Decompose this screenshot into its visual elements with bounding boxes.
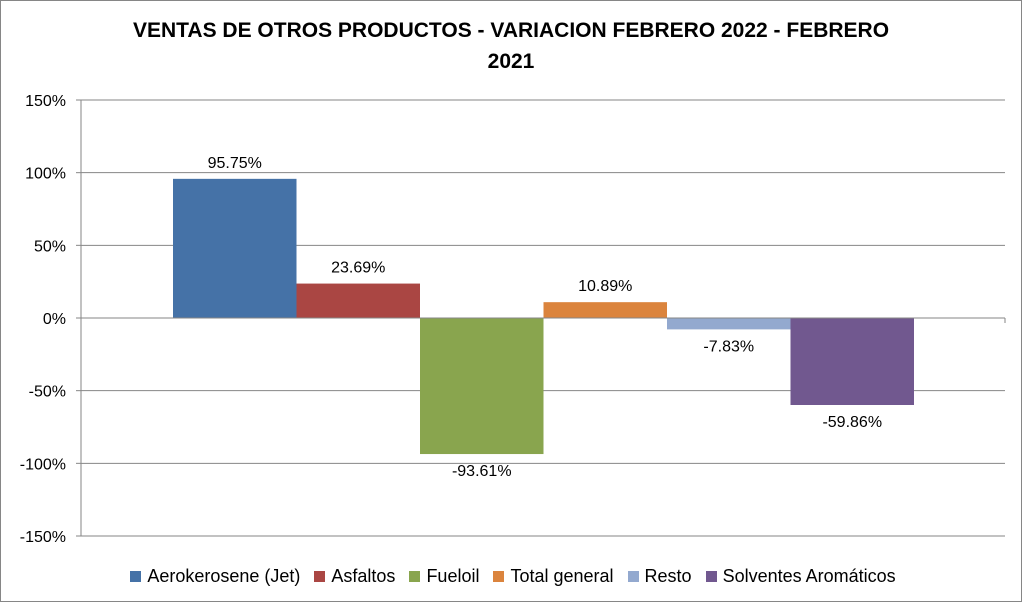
data-label-3: -93.61% xyxy=(452,463,512,480)
data-label-6: -59.86% xyxy=(822,414,882,431)
data-label-2: 23.69% xyxy=(331,260,385,277)
legend: Aerokerosene (Jet) Asfaltos Fueloil Total g… xyxy=(1,563,1024,589)
data-label-4: 10.89% xyxy=(578,278,632,295)
data-label-5: -7.83% xyxy=(703,338,754,355)
chart-title: VENTAS DE OTROS PRODUCTOS - VARIACION FE… xyxy=(132,19,890,73)
legend-item-3: Fueloil xyxy=(409,566,479,587)
legend-swatch xyxy=(409,570,421,582)
legend-label: Total general xyxy=(510,565,614,586)
y-tick-label: 50% xyxy=(34,238,66,255)
legend-item-2: Asfaltos xyxy=(314,566,395,587)
y-tick-label: 150% xyxy=(25,93,66,110)
legend-label: Resto xyxy=(644,565,692,586)
y-tick-label: 100% xyxy=(25,166,66,183)
legend-swatch xyxy=(314,570,326,582)
bar-3 xyxy=(420,318,544,455)
bar-4 xyxy=(543,302,667,318)
legend-swatch xyxy=(493,570,505,582)
y-tick-label: 0% xyxy=(43,311,66,328)
y-tick-label: -100% xyxy=(20,456,66,473)
legend-label: Solventes Aromáticos xyxy=(722,565,896,586)
bar-2 xyxy=(296,283,420,318)
legend-swatch xyxy=(627,570,639,582)
legend-item-5: Resto xyxy=(627,565,692,587)
legend-item-4: Total general xyxy=(493,565,614,587)
bar-1 xyxy=(173,178,297,318)
y-tick-label: -150% xyxy=(20,529,66,546)
legend-label: Asfaltos xyxy=(331,565,396,586)
bar-5 xyxy=(667,318,791,330)
legend-label: Fueloil xyxy=(426,565,480,586)
data-label-1: 95.75% xyxy=(208,155,262,172)
legend-item-6: Solventes Aromáticos xyxy=(705,565,896,587)
legend-label: Aerokerosene (Jet) xyxy=(147,565,301,586)
legend-swatch xyxy=(130,570,142,582)
bar-6 xyxy=(790,318,914,405)
legend-item-1: Aerokerosene (Jet) xyxy=(130,566,300,587)
legend-swatch xyxy=(705,570,717,582)
y-tick-label: -50% xyxy=(29,384,66,401)
